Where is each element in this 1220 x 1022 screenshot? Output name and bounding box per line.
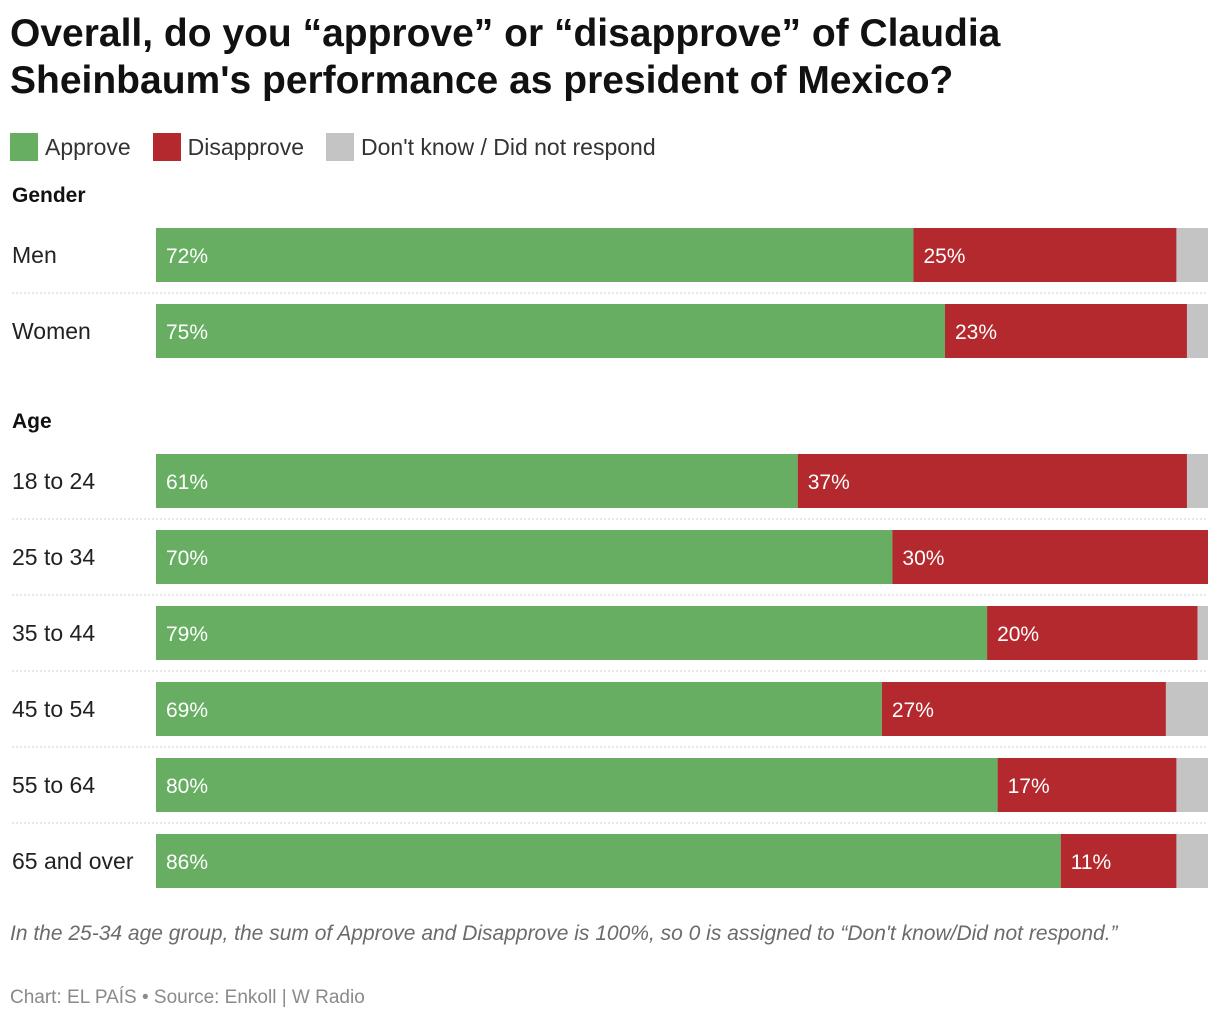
data-label-disapprove-45-to-54: 27% xyxy=(892,699,934,722)
bar-segment-disapprove-45-to-54 xyxy=(881,682,1166,736)
row-label-35-to-44: 35 to 44 xyxy=(12,620,95,646)
data-label-approve-65-and-over: 86% xyxy=(166,851,208,874)
data-label-approve-55-to-64: 80% xyxy=(166,775,208,798)
legend-item-disapprove: Disapprove xyxy=(152,133,305,161)
row-label-55-to-64: 55 to 64 xyxy=(12,772,95,798)
row-label-men: Men xyxy=(12,242,57,268)
data-label-approve-25-to-34: 70% xyxy=(166,547,208,570)
bar-segment-don-t-know-did-not-respond-women xyxy=(1186,304,1208,358)
data-label-disapprove-men: 25% xyxy=(923,245,965,268)
bar-segment-don-t-know-did-not-respond-55-to-64 xyxy=(1176,758,1208,812)
data-label-disapprove-women: 23% xyxy=(955,321,997,344)
legend-swatch-dont-know xyxy=(326,133,355,161)
row-label-women: Women xyxy=(12,318,91,344)
bar-segment-disapprove-women xyxy=(945,304,1187,358)
bar-segment-approve-men xyxy=(156,228,914,282)
group-heading-age: Age xyxy=(12,410,52,433)
bar-segment-approve-55-to-64 xyxy=(156,758,998,812)
legend-label-disapprove: Disapprove xyxy=(187,133,305,160)
chart-note: In the 25-34 age group, the sum of Appro… xyxy=(10,922,1118,945)
bar-segment-approve-18-to-24 xyxy=(156,454,798,508)
bar-segment-don-t-know-did-not-respond-18-to-24 xyxy=(1186,454,1208,508)
data-label-approve-45-to-54: 69% xyxy=(166,699,208,722)
legend-item-dont-know: Don't know / Did not respond xyxy=(326,133,656,161)
chart-title: Overall, do you “approve” or “disapprove… xyxy=(10,12,1001,102)
row-label-65-and-over: 65 and over xyxy=(12,848,134,874)
legend-item-approve: Approve xyxy=(10,133,131,161)
row-label-45-to-54: 45 to 54 xyxy=(12,696,95,722)
bar-segment-approve-65-and-over xyxy=(156,834,1061,888)
bar-segment-disapprove-65-and-over xyxy=(1060,834,1177,888)
data-label-approve-18-to-24: 61% xyxy=(166,471,208,494)
bar-segment-approve-35-to-44 xyxy=(156,606,988,660)
data-label-approve-women: 75% xyxy=(166,321,208,344)
bar-segment-disapprove-55-to-64 xyxy=(997,758,1177,812)
row-label-18-to-24: 18 to 24 xyxy=(12,468,95,494)
legend-swatch-disapprove xyxy=(152,133,181,161)
bar-segment-approve-25-to-34 xyxy=(156,530,893,584)
data-label-disapprove-35-to-44: 20% xyxy=(997,623,1039,646)
data-label-approve-35-to-44: 79% xyxy=(166,623,208,646)
data-label-disapprove-65-and-over: 11% xyxy=(1071,851,1111,874)
group-heading-gender: Gender xyxy=(12,184,86,207)
chart-footer: Chart: EL PAÍS • Source: Enkoll | W Radi… xyxy=(10,987,365,1008)
bar-segment-don-t-know-did-not-respond-men xyxy=(1176,228,1208,282)
bar-segment-don-t-know-did-not-respond-45-to-54 xyxy=(1165,682,1208,736)
bar-segment-disapprove-35-to-44 xyxy=(987,606,1198,660)
legend-label-dont-know: Don't know / Did not respond xyxy=(361,133,656,160)
legend-label-approve: Approve xyxy=(45,133,131,160)
data-label-disapprove-18-to-24: 37% xyxy=(808,471,850,494)
legend: Approve Disapprove Don't know / Did not … xyxy=(10,132,678,162)
bar-segment-disapprove-25-to-34 xyxy=(892,530,1208,584)
data-label-approve-men: 72% xyxy=(166,245,208,268)
data-label-disapprove-25-to-34: 30% xyxy=(902,547,944,570)
data-label-disapprove-55-to-64: 17% xyxy=(1008,775,1050,798)
bar-segment-disapprove-18-to-24 xyxy=(797,454,1187,508)
legend-swatch-approve xyxy=(10,133,38,161)
bar-segment-don-t-know-did-not-respond-35-to-44 xyxy=(1197,606,1208,660)
stacked-bar-chart: Gender Men 72% 25% Women 75% 23% Age 18 to 24 61%… xyxy=(12,184,1208,888)
bar-segment-approve-45-to-54 xyxy=(156,682,882,736)
bar-segment-disapprove-men xyxy=(913,228,1177,282)
bar-segment-don-t-know-did-not-respond-65-and-over xyxy=(1176,834,1208,888)
bar-segment-approve-women xyxy=(156,304,945,358)
row-label-25-to-34: 25 to 34 xyxy=(12,544,95,570)
